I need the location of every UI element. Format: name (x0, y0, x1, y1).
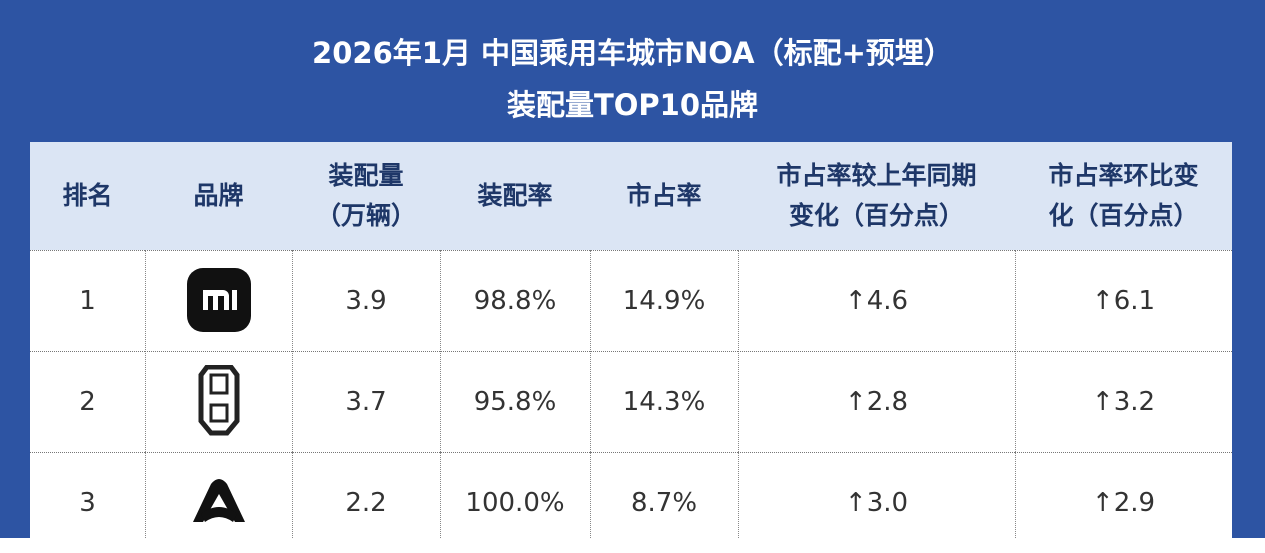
brand-cell (145, 351, 292, 452)
table-cell: 1 (30, 250, 145, 351)
table-cell: 3.9 (292, 250, 440, 351)
table-cell: 2 (30, 351, 145, 452)
column-header: 市占率 (590, 142, 738, 250)
table-cell: 3.7 (292, 351, 440, 452)
table-cell: 100.0% (440, 452, 590, 553)
column-header: 装配量 （万辆） (292, 142, 440, 250)
column-divider (440, 250, 441, 538)
brand-cell (145, 250, 292, 351)
table-cell: 14.3% (590, 351, 738, 452)
table-cell: ↑3.0 (738, 452, 1015, 553)
column-divider (145, 250, 146, 538)
header-line: 市占率 (626, 181, 702, 210)
column-divider (1015, 250, 1016, 538)
header-line: 排名 (62, 181, 113, 210)
column-divider (590, 250, 591, 538)
column-header: 品牌 (145, 142, 292, 250)
table-cell: 14.9% (590, 250, 738, 351)
header-line: 品牌 (193, 181, 244, 210)
column-header: 装配率 (440, 142, 590, 250)
column-header: 市占率环比变 化（百分点） (1015, 142, 1232, 250)
table-cell: 98.8% (440, 250, 590, 351)
title-line: 2026年1月 中国乘用车城市NOA（标配+预埋） (312, 36, 953, 70)
header-line: 变化（百分点） (788, 201, 964, 230)
table-cell: 8.7% (590, 452, 738, 553)
page: 2026年1月 中国乘用车城市NOA（标配+预埋） 装配量TOP10品牌 排名 品… (0, 0, 1265, 538)
brand-logo (187, 268, 251, 332)
header-line: 装配率 (477, 181, 553, 210)
brand-cell (145, 452, 292, 553)
table-cell: ↑6.1 (1015, 250, 1232, 351)
column-header: 排名 (30, 142, 145, 250)
table-cell: 3 (30, 452, 145, 553)
column-divider (738, 250, 739, 538)
header-line: 化（百分点） (1048, 201, 1199, 230)
table-cell: ↑2.8 (738, 351, 1015, 452)
header-line: 市占率较上年同期 (776, 161, 977, 190)
table-cell: 95.8% (440, 351, 590, 452)
column-divider (292, 250, 293, 538)
header-line: 装配量 (328, 161, 404, 190)
brand-logo (198, 365, 240, 436)
table-cell: 2.2 (292, 452, 440, 553)
brand-logo (193, 479, 245, 522)
column-header: 市占率较上年同期 变化（百分点） (738, 142, 1015, 250)
header-line: （万辆） (315, 201, 416, 230)
table-cell: ↑2.9 (1015, 452, 1232, 553)
table-cell: ↑3.2 (1015, 351, 1232, 452)
header-line: 市占率环比变 (1048, 161, 1199, 190)
table-cell: ↑4.6 (738, 250, 1015, 351)
table: 排名 品牌 装配量 （万辆） 装配率 市占率 市占率较上年同期 变化（百分点） 市占率环比变 化（… (30, 142, 1232, 538)
title-line: 装配量TOP10品牌 (506, 88, 759, 122)
